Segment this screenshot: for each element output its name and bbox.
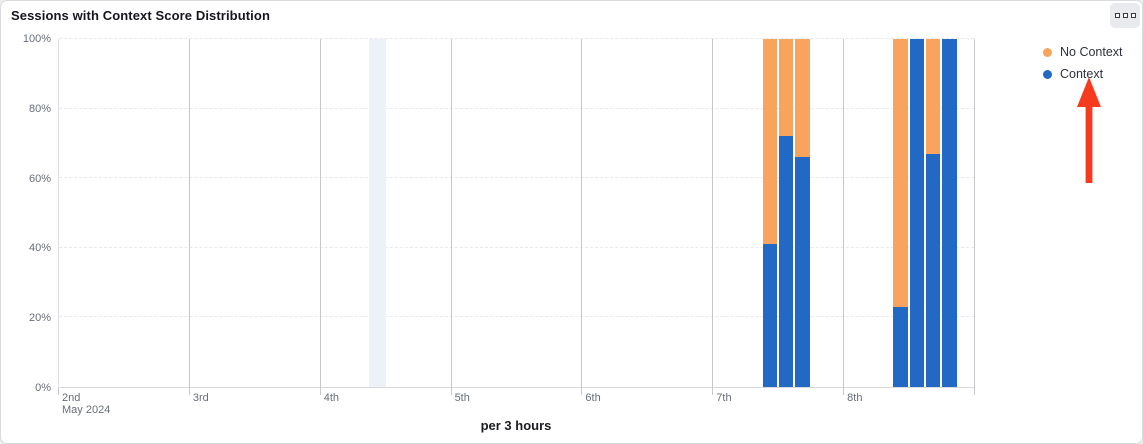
legend-label: No Context xyxy=(1060,45,1123,59)
horizontal-gridline xyxy=(59,177,974,179)
y-axis-tick-label: 100% xyxy=(22,33,51,45)
bar-segment-no-context[interactable] xyxy=(925,39,941,154)
legend-item-no-context[interactable]: No Context xyxy=(1043,45,1123,59)
x-axis-day-label: 8th xyxy=(847,392,863,404)
chart-legend: No Context Context xyxy=(1043,45,1123,81)
legend-item-context[interactable]: Context xyxy=(1043,67,1123,81)
stacked-bar[interactable] xyxy=(893,39,908,387)
horizontal-gridline xyxy=(59,38,974,39)
bar-segment-no-context[interactable] xyxy=(893,39,908,307)
menu-dots-icon xyxy=(1114,13,1120,18)
stacked-bar[interactable] xyxy=(795,39,810,387)
stacked-bar[interactable] xyxy=(909,39,924,387)
bar-segment-no-context[interactable] xyxy=(762,39,777,245)
bar-segment-context[interactable] xyxy=(893,306,908,387)
x-axis-day-label: 2nd xyxy=(62,392,81,404)
vertical-day-gridline xyxy=(188,39,190,395)
legend-dot-icon xyxy=(1043,47,1052,57)
more-options-button[interactable] xyxy=(1110,3,1140,28)
x-axis-day-label: 3rd xyxy=(192,392,209,404)
stacked-bar[interactable] xyxy=(778,39,794,387)
stacked-bar[interactable] xyxy=(925,39,941,387)
y-axis-tick-label: 80% xyxy=(28,102,51,115)
horizontal-gridline xyxy=(59,316,974,318)
bar-segment-no-context[interactable] xyxy=(795,39,810,158)
x-axis-tick xyxy=(58,388,59,395)
bar-segment-no-context[interactable] xyxy=(778,39,794,137)
x-axis-day-label: 5th xyxy=(454,392,470,404)
bar-segment-context[interactable] xyxy=(909,39,924,387)
menu-dots-icon xyxy=(1130,13,1136,18)
stacked-bar[interactable] xyxy=(762,39,777,387)
bar-segment-context[interactable] xyxy=(942,39,957,387)
stacked-bar[interactable] xyxy=(942,39,957,387)
x-axis-day-label: 6th xyxy=(585,392,601,404)
horizontal-gridline xyxy=(59,107,974,109)
y-axis-tick-label: 20% xyxy=(28,312,51,325)
legend-dot-icon xyxy=(1043,69,1052,79)
chart-plot-area xyxy=(58,38,974,388)
vertical-day-gridline xyxy=(450,39,452,395)
vertical-day-gridline xyxy=(319,39,321,395)
bar-segment-context[interactable] xyxy=(795,157,810,387)
page-title: Sessions with Context Score Distribution xyxy=(11,8,270,23)
x-axis-month-label: May 2024 xyxy=(62,404,111,416)
red-arrow-annotation xyxy=(1077,77,1101,183)
menu-dots-icon xyxy=(1122,13,1128,18)
x-axis-day-label: 7th xyxy=(716,392,732,404)
bar-segment-context[interactable] xyxy=(762,244,777,387)
vertical-day-gridline xyxy=(974,39,975,395)
vertical-day-gridline xyxy=(581,39,583,395)
vertical-day-gridline xyxy=(843,39,845,395)
y-axis-tick-label: 60% xyxy=(28,172,51,185)
highlighted-period-band xyxy=(369,39,386,387)
x-axis-day-label: 4th xyxy=(323,392,339,404)
legend-label: Context xyxy=(1060,67,1104,81)
y-axis-tick-label: 40% xyxy=(28,242,51,255)
y-axis-tick-label: 0% xyxy=(35,382,51,394)
x-axis-unit-label: per 3 hours xyxy=(480,418,552,433)
bar-segment-context[interactable] xyxy=(925,153,941,387)
vertical-day-gridline xyxy=(712,39,714,395)
bar-segment-context[interactable] xyxy=(778,136,794,387)
horizontal-gridline xyxy=(59,246,974,248)
